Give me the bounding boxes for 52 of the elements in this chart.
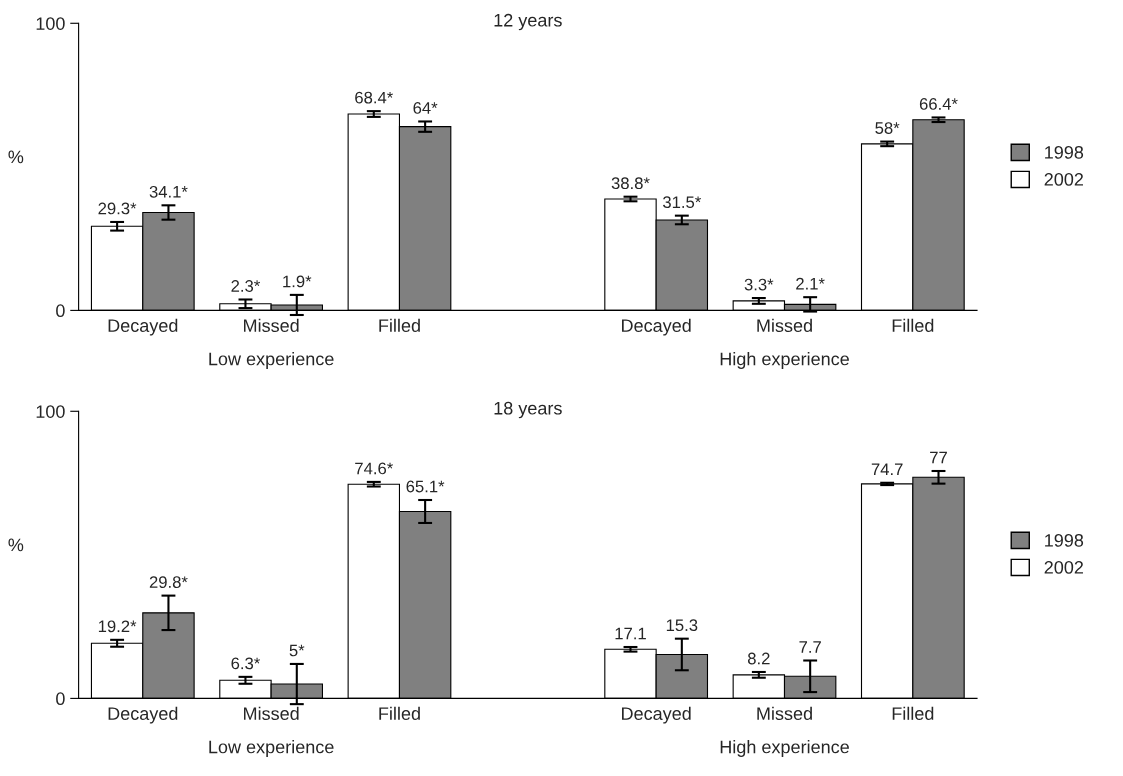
data-label: 29.3* <box>98 202 137 215</box>
x-tick-label: Decayed <box>108 318 178 336</box>
legend-label: 2002 <box>1044 561 1083 574</box>
text: High experience <box>720 352 849 369</box>
y-tick-label: 100 <box>36 17 65 30</box>
text: High experience <box>720 740 849 757</box>
data-label: 64* <box>413 102 438 114</box>
data-label: 1.9* <box>283 275 312 288</box>
data-label: 77 <box>930 451 947 464</box>
data-label: 6.3* <box>231 657 261 670</box>
x-tick-label: Filled <box>379 706 420 720</box>
y-axis-title: % <box>8 538 24 552</box>
data-label: 38.8* <box>611 177 650 190</box>
data-label: 65.1* <box>406 480 445 493</box>
data-label: 17.1 <box>615 627 646 640</box>
y-tick-label: 0 <box>56 692 65 706</box>
x-tick-label: Filled <box>892 706 934 720</box>
data-label: 15.3 <box>666 619 698 632</box>
data-label: 7.7 <box>799 641 821 653</box>
y-tick-label: 0 <box>56 304 65 318</box>
x-tick-label: Missed <box>244 318 299 332</box>
data-label: 29.8* <box>149 576 188 589</box>
data-label: 2.1* <box>796 277 825 290</box>
data-label: 58* <box>875 122 900 134</box>
y-axis-title: % <box>8 150 24 164</box>
x-tick-label: Missed <box>244 706 299 720</box>
data-label: 2.3* <box>231 280 261 292</box>
chart-title: 12 years <box>494 13 562 31</box>
x-tick-label: Filled <box>892 318 934 332</box>
x-tick-label: Decayed <box>108 706 178 724</box>
data-label: 66.4* <box>919 98 958 110</box>
x-tick-label: Missed <box>757 706 812 720</box>
y-tick-label: 100 <box>36 405 65 418</box>
x-tick-label: Decayed <box>622 318 691 336</box>
data-label: 74.7 <box>871 463 903 476</box>
x-tick-label: Filled <box>379 318 420 332</box>
data-label: 68.4* <box>355 91 393 104</box>
legend-label: 2002 <box>1044 173 1083 186</box>
chart-title: 18 years <box>494 401 562 419</box>
data-label: 8.2 <box>747 652 770 665</box>
legend-label: 1998 <box>1045 145 1084 159</box>
data-label: 74.6* <box>355 462 393 475</box>
data-label: 19.2* <box>98 620 137 633</box>
text: Low experience <box>209 740 334 757</box>
x-tick-label: Missed <box>757 318 812 332</box>
data-label: 3.3* <box>744 278 774 291</box>
data-label: 31.5* <box>663 196 702 209</box>
data-label: 5* <box>289 644 305 657</box>
legend-label: 1998 <box>1045 533 1084 547</box>
x-tick-label: Decayed <box>622 706 691 724</box>
data-label: 34.1* <box>149 185 188 198</box>
text: Low experience <box>209 352 334 369</box>
